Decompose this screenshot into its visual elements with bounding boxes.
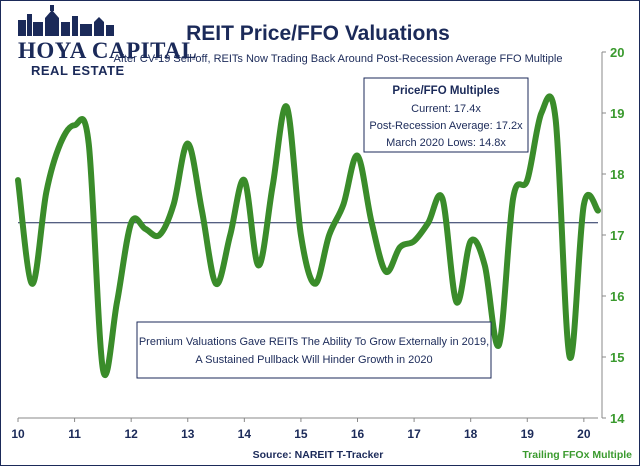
source-label: Source: NAREIT T-Tracker: [253, 449, 384, 461]
series-label: Trailing FFOx Multiple: [522, 449, 632, 461]
x-tick-label: 19: [521, 427, 535, 441]
y-tick-label: 16: [610, 289, 624, 304]
logo-text-line2: REAL ESTATE: [31, 63, 125, 78]
x-tick-label: 11: [68, 427, 81, 441]
y-tick-label: 14: [610, 411, 625, 426]
y-tick-label: 19: [610, 106, 624, 121]
x-tick-label: 16: [351, 427, 365, 441]
y-tick-label: 17: [610, 228, 624, 243]
note-box-line-1: Premium Valuations Gave REITs The Abilit…: [139, 336, 489, 348]
note-box-line-2: A Sustained Pullback Will Hinder Growth …: [195, 354, 432, 366]
info-box-line-current: Current: 17.4x: [411, 103, 481, 115]
series-line-trailing-ffox-multiple: [15, 93, 601, 378]
x-tick-label: 20: [577, 427, 591, 441]
info-box-line-lows: March 2020 Lows: 14.8x: [386, 137, 506, 149]
x-tick-label: 10: [11, 427, 25, 441]
y-tick-label: 18: [610, 167, 624, 182]
x-tick-label: 14: [238, 427, 252, 441]
info-box-title: Price/FFO Multiples: [392, 85, 499, 97]
x-axis: 10 11 12 13 14 15 16 17 18 19 20: [11, 418, 591, 441]
info-box-line-average: Post-Recession Average: 17.2x: [369, 120, 523, 132]
x-tick-label: 17: [407, 427, 421, 441]
info-box-frame: [363, 77, 529, 153]
y-tick-label: 20: [610, 45, 624, 60]
note-box: Premium Valuations Gave REITs The Abilit…: [136, 321, 492, 379]
note-box-frame: [136, 321, 492, 379]
x-tick-label: 13: [181, 427, 195, 441]
logo-text-line1: HOYA CAPITAL: [18, 38, 197, 63]
x-tick-label: 12: [124, 427, 138, 441]
hoya-capital-logo: HOYA CAPITAL REAL ESTATE: [18, 5, 197, 78]
info-box: Price/FFO Multiples Current: 17.4x Post-…: [363, 77, 529, 153]
chart-subtitle: After CV-19 Sell-off, REITs Now Trading …: [114, 53, 563, 65]
x-tick-label: 18: [464, 427, 478, 441]
y-axis: 14 15 16 17 18 19 20: [602, 45, 625, 426]
x-tick-label: 15: [294, 427, 308, 441]
chart-title: REIT Price/FFO Valuations: [186, 22, 450, 45]
skyline-icon: [18, 5, 114, 36]
y-tick-label: 15: [610, 350, 624, 365]
